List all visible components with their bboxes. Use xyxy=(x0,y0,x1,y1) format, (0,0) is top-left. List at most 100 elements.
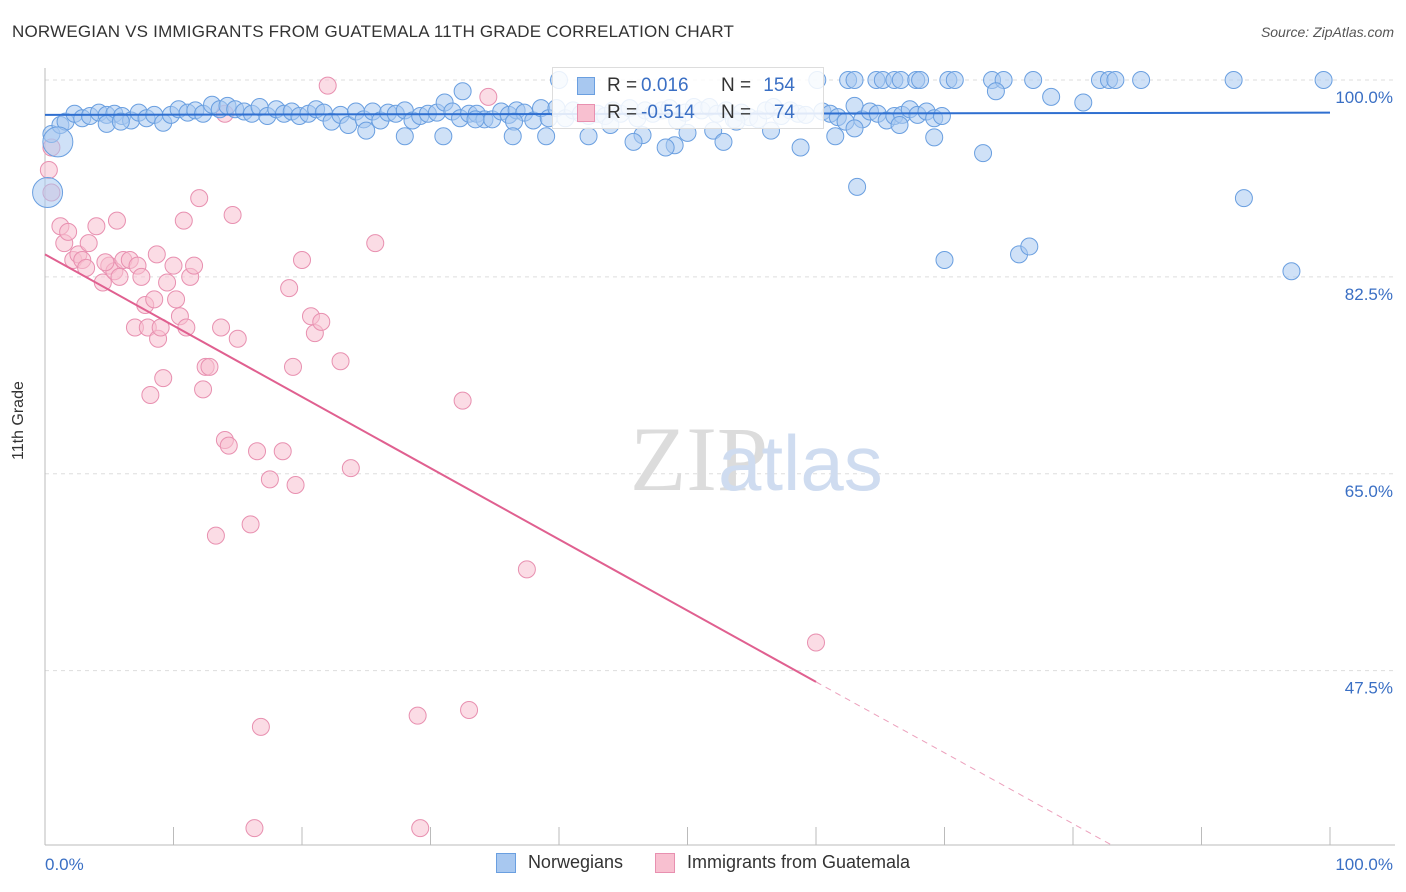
n-label: N = xyxy=(721,102,752,123)
guatemala-point xyxy=(212,318,231,337)
watermark-zip: ZIP xyxy=(630,408,768,510)
watermark-atlas: atlas xyxy=(718,419,883,507)
guatemala-point xyxy=(145,290,164,309)
guatemala-point xyxy=(260,470,279,489)
guatemala-point xyxy=(251,717,270,736)
norwegian-point xyxy=(925,128,944,147)
x-tick-label-min: 0.0% xyxy=(45,855,84,874)
guatemala-point xyxy=(147,245,166,264)
guatemala-point xyxy=(174,211,193,230)
r-value: -0.514 xyxy=(641,102,695,123)
n-value: 154 xyxy=(763,75,795,96)
legend-swatch-pink xyxy=(577,104,595,122)
legend-swatch-pink xyxy=(654,852,675,873)
series-legend: Norwegians Immigrants from Guatemala xyxy=(0,852,1406,873)
norwegian-point xyxy=(579,127,598,146)
norwegian-point xyxy=(714,132,733,151)
guatemala-point xyxy=(164,256,183,275)
guatemala-point xyxy=(293,251,311,269)
norwegian-point xyxy=(395,127,414,146)
r-label: R = xyxy=(607,102,638,123)
norwegian-point xyxy=(357,121,376,140)
guatemala-point xyxy=(807,633,825,652)
guatemala-point xyxy=(167,290,186,309)
watermark: ZIP atlas xyxy=(630,408,883,510)
stats-legend: R = 0.016 N = 154 R = -0.514 N = 74 xyxy=(552,67,824,129)
guatemala-point xyxy=(286,476,305,494)
norwegian-point xyxy=(945,71,964,89)
guatemala-point xyxy=(87,217,106,236)
guatemala-point xyxy=(460,701,479,719)
norwegian-point xyxy=(826,127,845,146)
guatemala-point xyxy=(411,819,430,838)
guatemala-point xyxy=(154,369,173,388)
guatemala-point xyxy=(107,211,126,230)
norwegian-point xyxy=(1314,71,1333,89)
guatemala-point xyxy=(141,386,160,404)
guatemala-point xyxy=(318,76,337,95)
legend-swatch-blue xyxy=(577,77,595,95)
y-tick-label: 100.0% xyxy=(1335,88,1393,107)
legend-item-guatemala[interactable]: Immigrants from Guatemala xyxy=(654,852,911,873)
guatemala-point xyxy=(366,234,385,253)
norwegian-point xyxy=(537,127,556,146)
norwegian-point xyxy=(1020,237,1039,256)
guatemala-point xyxy=(132,267,151,286)
chart-title: NORWEGIAN VS IMMIGRANTS FROM GUATEMALA 1… xyxy=(12,22,735,41)
norwegian-point xyxy=(1282,262,1301,281)
grid-lines xyxy=(45,79,1395,672)
norwegian-point xyxy=(932,107,951,125)
guatemala-point xyxy=(312,312,331,331)
y-tick-label: 82.5% xyxy=(1345,285,1393,304)
n-label: N = xyxy=(721,75,752,96)
norwegian-point xyxy=(890,116,909,134)
y-tick-label: 65.0% xyxy=(1345,482,1393,501)
guatemala-point xyxy=(453,391,472,410)
r-value: 0.016 xyxy=(641,75,689,96)
guatemala-point xyxy=(241,515,260,534)
norwegian-point xyxy=(503,127,522,146)
guatemala-point xyxy=(273,442,292,461)
norwegian-point xyxy=(911,71,930,89)
guatemala-point xyxy=(517,560,536,579)
guatemala-point xyxy=(284,357,303,376)
norwegian-point xyxy=(32,177,64,208)
guatemala-point xyxy=(190,189,209,208)
guatemala-point xyxy=(200,357,219,376)
norwegian-point xyxy=(656,138,675,157)
norwegian-point xyxy=(434,127,453,146)
guatemala-point xyxy=(223,206,242,224)
guatemala-trend-line xyxy=(44,253,817,683)
guatemala-point xyxy=(479,87,498,106)
guatemala-point xyxy=(59,222,78,241)
guatemala-point xyxy=(158,273,177,292)
guatemala-point xyxy=(280,279,299,298)
norwegian-point xyxy=(935,251,954,269)
norwegian-point xyxy=(1224,71,1243,89)
guatemala-point xyxy=(79,234,98,253)
norwegian-point xyxy=(1042,87,1061,106)
norwegian-point xyxy=(791,138,810,157)
guatemala-point xyxy=(96,253,115,272)
guatemala-point xyxy=(219,436,238,455)
legend-item-norwegians[interactable]: Norwegians xyxy=(495,852,623,873)
n-value: 74 xyxy=(773,102,795,123)
guatemala-point xyxy=(245,819,264,838)
legend-row-norwegians: R = 0.016 N = 154 xyxy=(577,74,795,98)
norwegian-point xyxy=(1234,189,1253,208)
norwegian-point xyxy=(453,82,472,101)
guatemala-point xyxy=(228,329,247,348)
legend-label: Norwegians xyxy=(527,852,623,872)
norwegian-point xyxy=(891,71,910,89)
legend-label: Immigrants from Guatemala xyxy=(686,852,911,872)
guatemala-point xyxy=(185,256,204,275)
y-tick-label: 47.5% xyxy=(1345,679,1393,698)
norwegian-point xyxy=(974,144,993,163)
legend-swatch-blue xyxy=(495,852,516,873)
guatemala-point xyxy=(341,459,360,478)
norwegian-point xyxy=(1074,93,1093,112)
tick-labels: 100.0% 82.5% 65.0% 47.5% 0.0% 100.0% xyxy=(45,88,1393,874)
x-tick-label-max: 100.0% xyxy=(1335,855,1393,874)
norwegian-point xyxy=(1106,71,1125,89)
